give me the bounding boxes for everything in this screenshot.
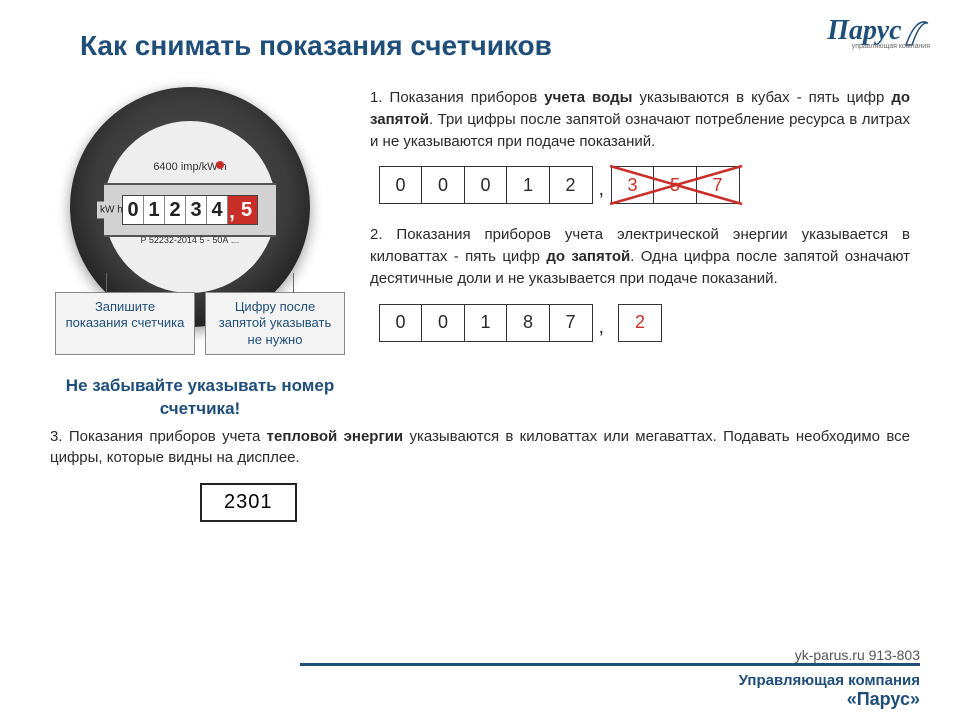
water-digits: 0 0 0 1 2 , 3 5 7 — [380, 166, 910, 204]
section3-text: 3. Показания приборов учета тепловой эне… — [50, 426, 910, 470]
meter-model-label: P 52232-2014 5 - 50A … — [104, 235, 276, 245]
electric-digits: 0 0 1 8 7 , 2 — [380, 304, 910, 342]
comma-separator: , — [593, 313, 613, 342]
comma-separator: , — [593, 175, 613, 204]
footer-company-line2: «Парус» — [0, 689, 920, 710]
meter-imp-label: 6400 imp/kW h — [104, 161, 276, 173]
callout-record: Запишите показания счетчика — [55, 292, 195, 355]
reminder-text: Не забывайте указывать номер счетчика! — [50, 375, 350, 421]
heat-value: 2301 — [200, 483, 297, 522]
footer: yk-parus.ru 913-803 Управляющая компания… — [0, 639, 960, 720]
logo-text: Парус — [827, 15, 901, 46]
water-fraction-crossed: 3 5 7 — [612, 166, 740, 204]
section1-text: 1. Показания приборов учета воды указыва… — [370, 87, 910, 152]
footer-contact: yk-parus.ru 913-803 — [0, 647, 920, 663]
page-title: Как снимать показания счетчиков — [80, 30, 910, 62]
callout-fraction: Цифру после запятой указывать не нужно — [205, 292, 345, 355]
footer-company-line1: Управляющая компания — [0, 672, 920, 689]
meter-digits: 0 1 2 3 4 , 5 — [122, 195, 258, 225]
company-logo: Парус управляющая компания — [827, 15, 930, 50]
meter-led-icon — [216, 161, 224, 169]
footer-divider — [300, 663, 920, 666]
section2-text: 2. Показания приборов учета электрическо… — [370, 224, 910, 289]
